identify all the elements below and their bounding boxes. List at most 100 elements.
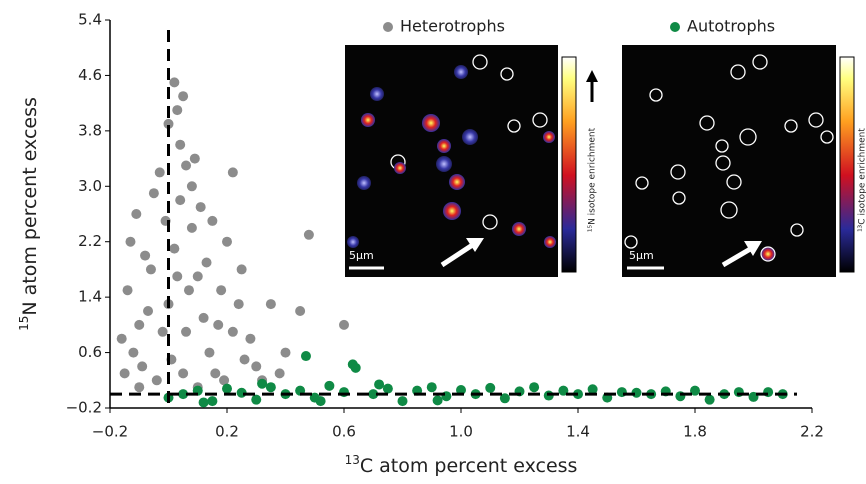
point <box>210 368 221 379</box>
point <box>143 306 154 316</box>
point <box>265 382 276 393</box>
point <box>178 389 189 400</box>
point <box>280 347 291 358</box>
point <box>300 351 311 362</box>
point <box>131 209 142 219</box>
point <box>303 229 314 240</box>
point <box>295 306 306 316</box>
x-axis-title-sup: 13 <box>345 453 360 467</box>
scale-bar-label: 5µm <box>349 249 374 262</box>
y-axis-title-text: N atom percent excess <box>19 97 41 316</box>
point <box>222 383 232 394</box>
point <box>125 236 136 247</box>
point <box>154 167 165 178</box>
point <box>219 375 230 386</box>
x-tick-label: 2.2 <box>800 423 824 441</box>
y-axis-title: 15N atom percent excess <box>17 97 41 331</box>
y-tick-label: 0.6 <box>78 343 102 361</box>
point <box>181 326 192 337</box>
cells <box>624 54 834 249</box>
legend-label: Autotrophs <box>687 17 775 36</box>
point <box>157 326 168 337</box>
legend-marker <box>383 22 393 32</box>
point <box>137 361 148 372</box>
point <box>324 380 335 391</box>
point <box>163 118 174 129</box>
cells <box>390 54 548 230</box>
point <box>339 319 349 330</box>
point <box>181 160 192 171</box>
point <box>122 285 133 296</box>
legend-label: Heterotrophs <box>400 17 505 36</box>
point <box>587 384 598 395</box>
y-tick-label: 2.2 <box>78 232 102 250</box>
point <box>265 299 276 310</box>
point <box>148 188 159 199</box>
point <box>239 354 250 365</box>
point <box>485 382 496 393</box>
point <box>704 394 715 405</box>
scale-bar-label: 5µm <box>629 249 654 262</box>
x-tick-label: −0.2 <box>92 423 128 441</box>
point <box>119 368 130 379</box>
point <box>116 333 127 344</box>
point <box>245 333 256 344</box>
point <box>134 319 145 330</box>
point <box>274 368 285 379</box>
point <box>183 285 194 296</box>
point <box>195 202 206 213</box>
x-tick-label: 1.8 <box>683 423 707 441</box>
point <box>382 383 393 394</box>
point <box>172 105 183 116</box>
x-tick-label: 0.6 <box>332 423 356 441</box>
point <box>251 394 262 405</box>
inset-image <box>622 45 836 277</box>
point <box>140 250 151 261</box>
point <box>134 382 145 393</box>
y-tick-label: 4.6 <box>78 66 102 84</box>
point <box>374 379 385 390</box>
x-tick-label: 1.0 <box>449 423 473 441</box>
point <box>189 153 200 164</box>
y-tick-label: 3.0 <box>78 177 102 195</box>
point <box>186 181 197 192</box>
point <box>198 312 209 323</box>
point <box>175 139 186 150</box>
y-tick-label: 5.4 <box>78 11 102 29</box>
point <box>186 222 197 233</box>
point <box>204 347 215 358</box>
point <box>216 285 227 296</box>
point <box>151 375 162 386</box>
inset-image <box>345 45 558 277</box>
plot-area: −0.2 0.2 0.6 1.0 1.4 1.8 2.2 −0.2 0.6 1.4 2.2 3.0 3.… <box>66 11 824 441</box>
point <box>175 195 186 206</box>
point <box>499 393 510 404</box>
point <box>227 326 238 337</box>
point <box>558 385 569 396</box>
point <box>169 243 180 254</box>
point <box>172 271 183 282</box>
x-tick-label: 0.2 <box>215 423 239 441</box>
x-axis-title: 13C atom percent excess <box>345 453 578 477</box>
x-tick-label: 1.4 <box>566 423 590 441</box>
colorbar-label: ¹³C isotope enrichment <box>858 128 866 232</box>
point <box>128 347 139 358</box>
point <box>207 215 218 226</box>
y-axis-title-sup: 15 <box>17 316 31 331</box>
colorbar <box>839 56 855 273</box>
x-axis-title-text: C atom percent excess <box>360 455 578 477</box>
point <box>213 319 224 330</box>
point <box>397 396 408 407</box>
point <box>368 389 379 400</box>
point <box>169 77 180 88</box>
point <box>350 362 361 373</box>
y-tick-label: 1.4 <box>78 288 102 306</box>
point <box>690 385 700 396</box>
point <box>178 91 189 102</box>
point <box>145 264 156 275</box>
point <box>222 236 232 247</box>
point <box>207 396 218 407</box>
inset-autotrophs: 5µm ¹³C isotope enrichment <box>622 45 866 277</box>
point <box>257 378 268 389</box>
